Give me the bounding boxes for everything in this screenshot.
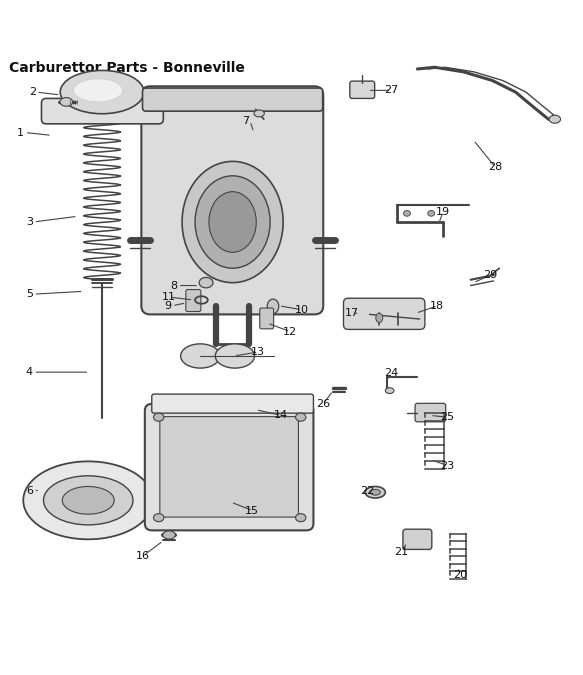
Ellipse shape (385, 387, 394, 394)
Text: 14: 14 (274, 410, 289, 421)
Text: 2: 2 (29, 87, 36, 97)
FancyBboxPatch shape (160, 416, 298, 517)
Text: 9: 9 (164, 301, 171, 310)
Text: 17: 17 (345, 308, 359, 318)
Text: 21: 21 (394, 547, 409, 558)
Text: 25: 25 (441, 412, 455, 422)
Text: 19: 19 (436, 207, 450, 217)
Ellipse shape (60, 70, 144, 114)
Ellipse shape (195, 176, 270, 268)
Ellipse shape (370, 489, 381, 495)
Ellipse shape (549, 115, 561, 124)
FancyBboxPatch shape (403, 529, 432, 549)
Text: 12: 12 (283, 327, 297, 337)
Text: 5: 5 (26, 289, 33, 299)
Ellipse shape (365, 487, 385, 498)
Text: Carburettor Parts - Bonneville: Carburettor Parts - Bonneville (9, 61, 244, 76)
Text: 3: 3 (26, 217, 33, 227)
Text: 16: 16 (136, 551, 150, 561)
Ellipse shape (62, 487, 114, 514)
Text: 6: 6 (26, 485, 33, 495)
Ellipse shape (163, 531, 175, 539)
Text: 27: 27 (384, 85, 398, 95)
FancyBboxPatch shape (152, 394, 314, 413)
Text: 18: 18 (430, 301, 444, 310)
FancyBboxPatch shape (186, 290, 201, 312)
FancyBboxPatch shape (343, 298, 425, 329)
Ellipse shape (73, 79, 122, 102)
Ellipse shape (209, 192, 257, 252)
Text: 22: 22 (360, 485, 374, 495)
Text: 20: 20 (453, 570, 468, 580)
FancyBboxPatch shape (142, 88, 322, 111)
Ellipse shape (215, 344, 255, 368)
FancyBboxPatch shape (415, 404, 445, 422)
FancyBboxPatch shape (145, 404, 314, 531)
FancyBboxPatch shape (260, 308, 273, 329)
Text: 10: 10 (294, 305, 308, 315)
Ellipse shape (23, 461, 153, 539)
Ellipse shape (428, 211, 435, 216)
Text: 24: 24 (384, 369, 398, 378)
Text: 28: 28 (488, 162, 502, 172)
Text: 23: 23 (441, 461, 455, 470)
FancyBboxPatch shape (41, 99, 163, 124)
FancyBboxPatch shape (350, 81, 375, 99)
Ellipse shape (181, 344, 220, 368)
Ellipse shape (403, 211, 410, 216)
Text: 1: 1 (17, 128, 24, 138)
Text: 7: 7 (243, 116, 250, 126)
Ellipse shape (296, 514, 306, 522)
Text: 4: 4 (26, 367, 33, 377)
Ellipse shape (182, 161, 283, 283)
Text: 29: 29 (483, 270, 497, 280)
Ellipse shape (254, 110, 264, 117)
Ellipse shape (267, 299, 279, 313)
Text: 26: 26 (316, 399, 330, 409)
Text: 13: 13 (251, 347, 265, 357)
Ellipse shape (376, 313, 382, 323)
Text: 11: 11 (161, 292, 175, 302)
Ellipse shape (153, 413, 164, 421)
Text: 15: 15 (245, 506, 259, 516)
Text: 8: 8 (170, 281, 177, 290)
Ellipse shape (44, 476, 133, 525)
FancyBboxPatch shape (141, 86, 323, 315)
Ellipse shape (199, 277, 213, 288)
Ellipse shape (153, 514, 164, 522)
Ellipse shape (296, 413, 306, 421)
Ellipse shape (60, 98, 73, 106)
